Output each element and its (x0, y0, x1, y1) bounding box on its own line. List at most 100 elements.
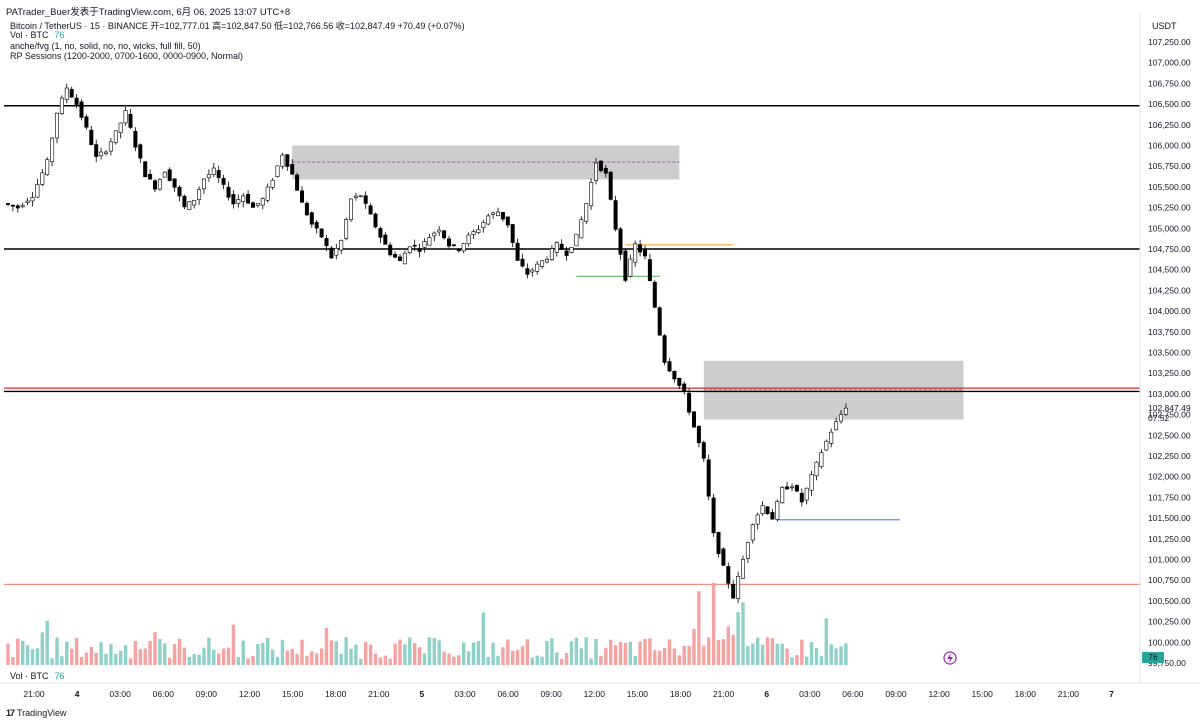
candle (657, 306, 662, 337)
price-tick-label: 103,000.00 (1148, 389, 1191, 399)
volume-bar (525, 639, 530, 665)
time-tick-label: 18:00 (325, 689, 347, 699)
candle (69, 86, 74, 98)
candle-body (231, 194, 236, 205)
price-tick-label: 100,500.00 (1148, 596, 1191, 606)
price-tick-label: 101,000.00 (1148, 555, 1191, 565)
volume-bar (65, 641, 69, 665)
volume-bar (711, 582, 716, 665)
volume-bar (40, 632, 44, 665)
volume-bar (290, 648, 294, 665)
candle (628, 254, 633, 278)
candle-body (153, 180, 158, 190)
candle (770, 508, 775, 520)
candle-body (544, 259, 549, 263)
volume-bar (795, 654, 799, 665)
volume-bar (687, 646, 691, 665)
candle (691, 411, 696, 428)
volume-bar (114, 653, 118, 665)
time-tick-label: 12:00 (239, 689, 261, 699)
candle (236, 194, 241, 208)
volume-bar (613, 645, 618, 665)
candle-body (647, 259, 652, 281)
candle (104, 150, 109, 156)
indicator-sessions-legend[interactable]: RP Sessions (1200-2000, 0700-1600, 0000-… (10, 51, 243, 61)
time-tick-label: 09:00 (885, 689, 907, 699)
candle-body (304, 202, 309, 216)
volume-pane-legend[interactable]: Vol · BTC 76 (10, 671, 65, 681)
candle (221, 174, 226, 190)
time-tick-label: 15:00 (282, 689, 304, 699)
price-tick-label: 101,750.00 (1148, 492, 1191, 502)
candle (804, 487, 809, 505)
volume-bar (574, 637, 579, 665)
volume-bar (119, 650, 123, 665)
candle (64, 83, 69, 104)
candle-body (481, 222, 486, 229)
candle-body (30, 197, 35, 202)
candle-body (726, 566, 731, 584)
volume-legend[interactable]: Vol · BTC 76 (10, 30, 65, 40)
candle (226, 181, 231, 201)
candle-body (40, 172, 45, 185)
candle-body (79, 101, 84, 118)
price-tick-label: 106,750.00 (1148, 78, 1191, 88)
candle-body (255, 203, 260, 206)
volume-bar (452, 656, 456, 665)
candle-body (20, 205, 25, 208)
volume-bar (403, 644, 407, 665)
volume-bar (383, 655, 387, 665)
candle (525, 263, 530, 279)
candle (510, 224, 515, 248)
volume-bar (520, 646, 525, 665)
volume-bar (398, 639, 402, 665)
candle (324, 234, 329, 252)
candle-body (123, 110, 128, 124)
candle (481, 219, 486, 233)
candle-body (834, 421, 839, 431)
volume-bar (324, 627, 329, 665)
volume-badge-label: 76 (1148, 652, 1158, 662)
price-tick-label: 101,500.00 (1148, 513, 1191, 523)
volume-bar (511, 650, 515, 665)
candle (789, 483, 794, 492)
candle-body (623, 250, 628, 281)
volume-bar (427, 637, 432, 665)
candle-body (495, 211, 500, 217)
candle (84, 114, 89, 130)
candle (295, 172, 300, 191)
currency-label[interactable]: USDT (1152, 21, 1177, 31)
volume-bar (251, 655, 255, 665)
candle-body (613, 200, 618, 230)
candle (373, 212, 378, 229)
candle-body (667, 361, 672, 372)
candle (35, 178, 40, 199)
indicator-fvg-legend[interactable]: anche/fvg (1, no, solid, no, no, wicks, … (10, 41, 201, 51)
candle (427, 233, 432, 246)
candle-body (598, 160, 603, 171)
volume-bar (285, 650, 289, 665)
candle-body (69, 89, 74, 98)
price-tick-label: 104,250.00 (1148, 285, 1191, 295)
symbol-legend[interactable]: Bitcoin / TetherUS · 15 · BINANCE 开=102,… (10, 21, 465, 31)
tradingview-brand[interactable]: 17 TradingView (6, 708, 67, 718)
candle (461, 243, 466, 254)
candle (378, 226, 383, 243)
price-axis[interactable]: 107,250.00 107,000.00 106,750.00 106,500.00… (1148, 37, 1191, 668)
candle (799, 488, 804, 507)
candle (20, 202, 25, 209)
volume-bar (359, 658, 363, 665)
volume-bar (702, 645, 706, 665)
candle-body (290, 164, 295, 175)
candle-body (108, 141, 113, 152)
candle-body (838, 414, 843, 422)
volume-bar (344, 637, 348, 665)
candle-body (388, 244, 393, 256)
candle-body (265, 186, 270, 201)
volume-bar (246, 658, 250, 665)
volume-bar (275, 656, 280, 665)
candle-body (569, 247, 574, 253)
time-axis[interactable]: 21:00 4 03:00 06:00 09:00 12:00 15:00 18:00 21:0… (23, 689, 1114, 699)
candle (6, 202, 11, 206)
